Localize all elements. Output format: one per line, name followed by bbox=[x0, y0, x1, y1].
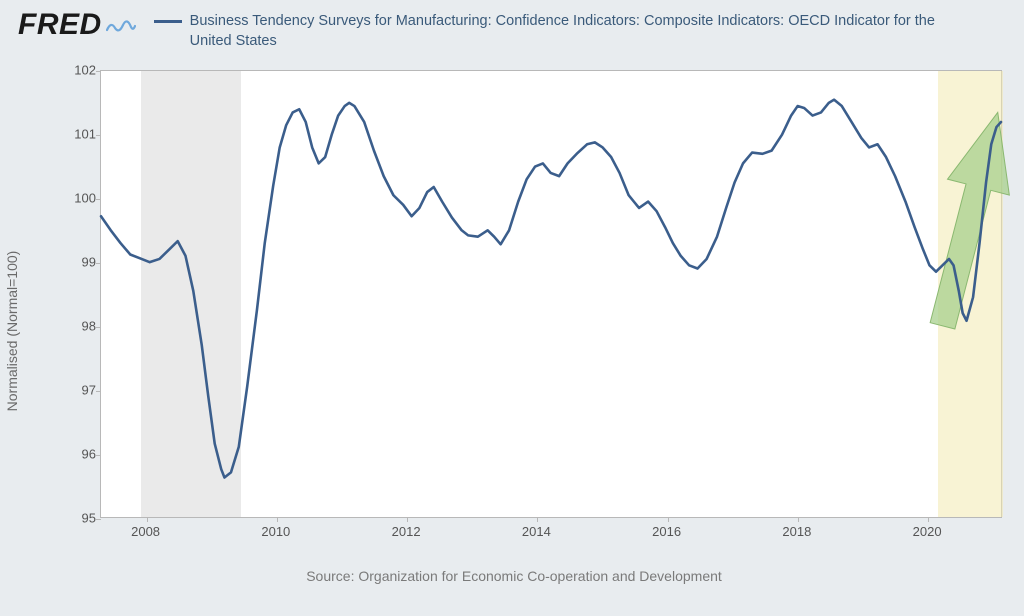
x-tick-label: 2014 bbox=[522, 524, 551, 539]
fred-logo-text: FRED bbox=[18, 8, 102, 42]
y-tick-label: 99 bbox=[58, 255, 96, 270]
legend-label: Business Tendency Surveys for Manufactur… bbox=[190, 12, 974, 51]
x-tick-label: 2016 bbox=[652, 524, 681, 539]
y-tick-label: 100 bbox=[58, 191, 96, 206]
chart-header: FRED Business Tendency Surveys for Manuf… bbox=[18, 8, 1006, 58]
y-tick-label: 96 bbox=[58, 447, 96, 462]
y-tick-label: 101 bbox=[58, 127, 96, 142]
y-tick-label: 95 bbox=[58, 511, 96, 526]
x-tick-label: 2018 bbox=[782, 524, 811, 539]
y-tick-label: 97 bbox=[58, 383, 96, 398]
y-tick-label: 98 bbox=[58, 319, 96, 334]
x-tick-label: 2020 bbox=[913, 524, 942, 539]
fred-logo-squiggle-icon bbox=[106, 8, 136, 42]
chart-area: Normalised (Normal=100) 9596979899100101… bbox=[18, 64, 1010, 598]
fred-logo: FRED bbox=[18, 8, 136, 42]
legend-swatch bbox=[154, 20, 182, 23]
series-line bbox=[101, 71, 1001, 517]
y-tick-label: 102 bbox=[58, 63, 96, 78]
y-axis-title: Normalised (Normal=100) bbox=[4, 251, 20, 412]
plot-region bbox=[100, 70, 1002, 518]
y-axis-ticks: 9596979899100101102 bbox=[58, 70, 96, 518]
x-tick-label: 2010 bbox=[261, 524, 290, 539]
source-attribution: Source: Organization for Economic Co-ope… bbox=[18, 568, 1010, 584]
fred-chart-page: { "logo": { "text": "FRED" }, "legend": … bbox=[0, 0, 1024, 616]
chart-legend: Business Tendency Surveys for Manufactur… bbox=[154, 12, 974, 51]
x-axis-ticks: 2008 2010 2012 2014 2016 2018 2020 bbox=[100, 522, 1002, 542]
x-tick-label: 2008 bbox=[131, 524, 160, 539]
x-tick-label: 2012 bbox=[392, 524, 421, 539]
